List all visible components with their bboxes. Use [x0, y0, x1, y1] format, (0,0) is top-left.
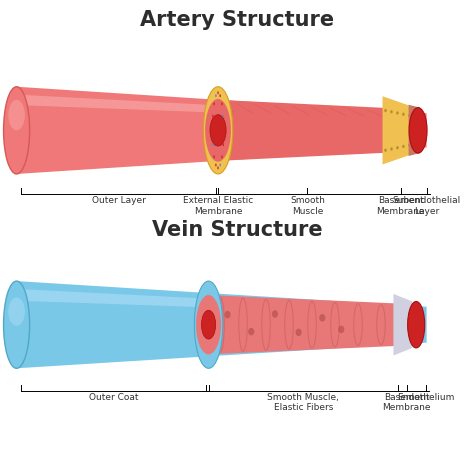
- Ellipse shape: [222, 143, 224, 146]
- Ellipse shape: [319, 314, 326, 321]
- Text: Basement
Membrane: Basement Membrane: [376, 196, 425, 216]
- Ellipse shape: [8, 298, 25, 326]
- Ellipse shape: [408, 301, 425, 348]
- Ellipse shape: [338, 326, 344, 333]
- Polygon shape: [17, 281, 427, 368]
- Ellipse shape: [296, 328, 301, 336]
- Ellipse shape: [221, 155, 223, 158]
- Ellipse shape: [212, 129, 213, 132]
- Text: Outer Coat: Outer Coat: [89, 393, 138, 402]
- Ellipse shape: [203, 87, 233, 174]
- Polygon shape: [393, 294, 412, 356]
- Ellipse shape: [217, 91, 219, 94]
- Ellipse shape: [217, 166, 219, 169]
- Text: Endothelium: Endothelium: [397, 393, 455, 402]
- Ellipse shape: [205, 99, 231, 162]
- Polygon shape: [409, 105, 420, 156]
- Ellipse shape: [396, 111, 399, 115]
- Polygon shape: [383, 96, 412, 164]
- Ellipse shape: [248, 328, 255, 336]
- Ellipse shape: [222, 114, 224, 118]
- Ellipse shape: [409, 108, 427, 153]
- Ellipse shape: [225, 311, 230, 319]
- Ellipse shape: [396, 146, 399, 149]
- Ellipse shape: [210, 115, 226, 146]
- Ellipse shape: [213, 155, 215, 158]
- Text: External Elastic
Membrane: External Elastic Membrane: [183, 196, 253, 216]
- Ellipse shape: [223, 129, 224, 132]
- Ellipse shape: [215, 94, 217, 97]
- Ellipse shape: [212, 114, 214, 118]
- Ellipse shape: [402, 145, 405, 148]
- Text: Smooth
Muscle: Smooth Muscle: [290, 196, 325, 216]
- Polygon shape: [17, 289, 209, 307]
- Polygon shape: [209, 295, 416, 355]
- Polygon shape: [17, 87, 427, 174]
- Ellipse shape: [221, 102, 223, 105]
- Ellipse shape: [408, 144, 410, 147]
- Ellipse shape: [194, 281, 223, 368]
- Ellipse shape: [196, 295, 221, 355]
- Ellipse shape: [390, 147, 393, 151]
- Polygon shape: [218, 100, 418, 161]
- Text: Outer Layer: Outer Layer: [91, 196, 146, 205]
- Ellipse shape: [219, 94, 221, 97]
- Ellipse shape: [213, 102, 215, 105]
- Text: Subendothelial
Layer: Subendothelial Layer: [392, 196, 461, 216]
- Ellipse shape: [201, 310, 216, 339]
- Ellipse shape: [272, 310, 278, 318]
- Ellipse shape: [3, 87, 29, 174]
- Text: Basement
Membrane: Basement Membrane: [383, 393, 431, 412]
- Ellipse shape: [384, 109, 387, 112]
- Ellipse shape: [219, 164, 221, 166]
- Ellipse shape: [402, 113, 405, 116]
- Ellipse shape: [3, 281, 29, 368]
- Ellipse shape: [384, 148, 387, 152]
- Text: Smooth Muscle,
Elastic Fibers: Smooth Muscle, Elastic Fibers: [267, 393, 339, 412]
- Polygon shape: [17, 95, 218, 113]
- Ellipse shape: [390, 110, 393, 113]
- Text: Vein Structure: Vein Structure: [152, 220, 322, 240]
- Ellipse shape: [215, 164, 217, 166]
- Text: Artery Structure: Artery Structure: [140, 10, 334, 30]
- Ellipse shape: [212, 143, 214, 146]
- Ellipse shape: [408, 114, 410, 117]
- Ellipse shape: [8, 100, 25, 130]
